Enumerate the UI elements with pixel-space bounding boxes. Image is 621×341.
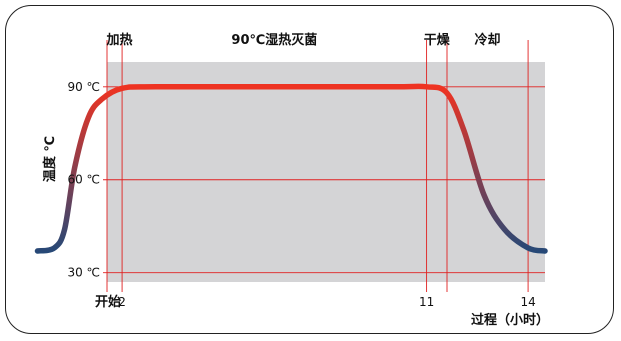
phase-label-0: 加热 [106, 32, 133, 48]
temperature-curve [34, 83, 548, 254]
x-tick-1: 2 [118, 295, 126, 309]
y-tick-60: 60 ℃ [67, 173, 100, 187]
x-axis-label: 过程（小时） [471, 312, 549, 328]
y-axis-label: 温度 ℃ [42, 136, 58, 182]
x-tick-labels: 开始2 11 14 [95, 294, 536, 310]
phase-label-2: 干燥 [424, 32, 451, 48]
y-tick-30: 30 ℃ [67, 266, 100, 280]
x-tick-0: 开始 [95, 294, 121, 310]
x-tick-3: 14 [520, 295, 535, 309]
plot-area [107, 62, 545, 282]
x-tick-2: 11 [419, 295, 434, 309]
phase-labels: 加热 90℃湿热灭菌 干燥 冷却 [106, 32, 501, 48]
phase-label-1: 90℃湿热灭菌 [231, 32, 317, 48]
y-tick-90: 90 ℃ [67, 80, 100, 94]
phase-label-3: 冷却 [475, 32, 501, 48]
y-tick-labels: 30 ℃ 60 ℃ 90 ℃ [67, 80, 100, 280]
